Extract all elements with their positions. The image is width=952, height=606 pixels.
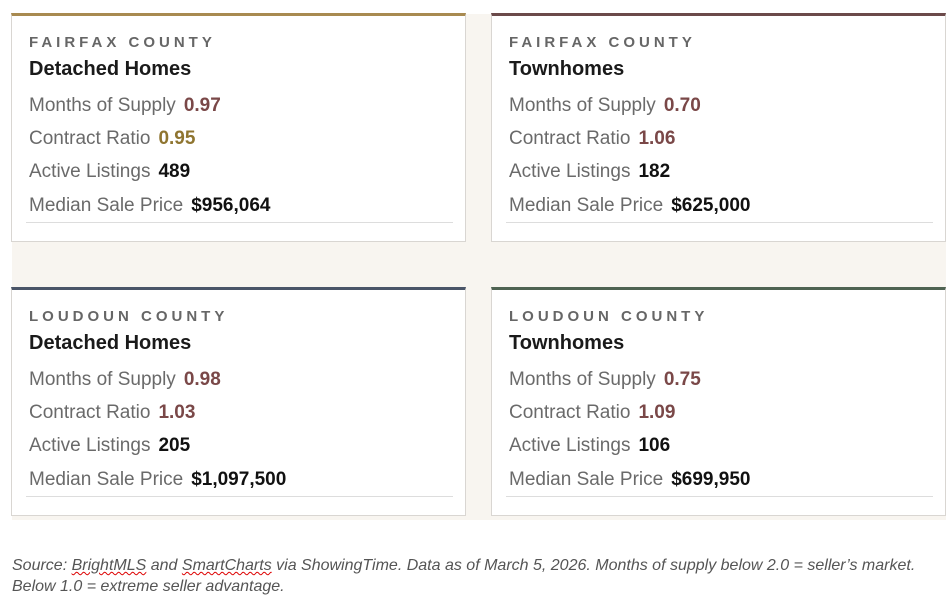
contract-ratio-label: Contract Ratio [509, 402, 631, 423]
contract-ratio-row: Contract Ratio 1.03 [29, 402, 195, 424]
months-of-supply-value: 0.75 [663, 369, 701, 390]
months-of-supply-value: 0.97 [183, 95, 221, 116]
active-listings-label: Active Listings [29, 161, 151, 182]
median-sale-price-row: Median Sale Price $699,950 [509, 469, 750, 491]
active-listings-label: Active Listings [29, 435, 151, 456]
market-card: LOUDOUN COUNTY Detached Homes Months of … [11, 287, 466, 516]
contract-ratio-value: 1.06 [638, 128, 676, 149]
source-smartcharts: SmartCharts [181, 557, 272, 574]
months-of-supply-row: Months of Supply 0.98 [29, 369, 221, 391]
contract-ratio-label: Contract Ratio [29, 128, 151, 149]
months-of-supply-label: Months of Supply [509, 95, 656, 116]
divider [506, 222, 933, 223]
county-label: LOUDOUN COUNTY [509, 308, 709, 325]
median-sale-price-value: $956,064 [191, 195, 271, 216]
active-listings-value: 205 [158, 435, 191, 456]
active-listings-label: Active Listings [509, 161, 631, 182]
median-sale-price-value: $625,000 [671, 195, 751, 216]
median-sale-price-label: Median Sale Price [509, 469, 664, 490]
contract-ratio-row: Contract Ratio 0.95 [29, 128, 195, 150]
active-listings-row: Active Listings 106 [509, 435, 670, 457]
market-card: LOUDOUN COUNTY Townhomes Months of Suppl… [491, 287, 946, 516]
median-sale-price-row: Median Sale Price $1,097,500 [29, 469, 286, 491]
median-sale-price-row: Median Sale Price $956,064 [29, 195, 270, 217]
source-note: Source: BrightMLS and SmartCharts via Sh… [12, 555, 932, 597]
median-sale-price-row: Median Sale Price $625,000 [509, 195, 750, 217]
months-of-supply-label: Months of Supply [29, 369, 176, 390]
median-sale-price-label: Median Sale Price [509, 195, 664, 216]
market-card: FAIRFAX COUNTY Townhomes Months of Suppl… [491, 13, 946, 242]
active-listings-row: Active Listings 182 [509, 161, 670, 183]
contract-ratio-label: Contract Ratio [29, 402, 151, 423]
active-listings-row: Active Listings 205 [29, 435, 190, 457]
market-card: FAIRFAX COUNTY Detached Homes Months of … [11, 13, 466, 242]
contract-ratio-label: Contract Ratio [509, 128, 631, 149]
contract-ratio-value: 1.03 [158, 402, 196, 423]
county-label: LOUDOUN COUNTY [29, 308, 229, 325]
home-type-title: Detached Homes [29, 58, 192, 80]
months-of-supply-label: Months of Supply [509, 369, 656, 390]
active-listings-value: 489 [158, 161, 191, 182]
months-of-supply-value: 0.98 [183, 369, 221, 390]
months-of-supply-row: Months of Supply 0.97 [29, 95, 221, 117]
contract-ratio-row: Contract Ratio 1.09 [509, 402, 675, 424]
months-of-supply-row: Months of Supply 0.70 [509, 95, 701, 117]
active-listings-value: 106 [638, 435, 671, 456]
median-sale-price-label: Median Sale Price [29, 195, 184, 216]
home-type-title: Townhomes [509, 58, 625, 80]
divider [26, 496, 453, 497]
contract-ratio-value: 1.09 [638, 402, 676, 423]
county-label: FAIRFAX COUNTY [509, 34, 696, 51]
contract-ratio-value: 0.95 [158, 128, 196, 149]
active-listings-value: 182 [638, 161, 671, 182]
county-label: FAIRFAX COUNTY [29, 34, 216, 51]
source-brightmls: BrightMLS [71, 557, 147, 574]
active-listings-label: Active Listings [509, 435, 631, 456]
home-type-title: Detached Homes [29, 332, 192, 354]
source-text: Source: [12, 557, 72, 574]
divider [506, 496, 933, 497]
contract-ratio-row: Contract Ratio 1.06 [509, 128, 675, 150]
source-text: via ShowingTime. Data as of March 5, 202… [12, 557, 916, 595]
months-of-supply-label: Months of Supply [29, 95, 176, 116]
median-sale-price-label: Median Sale Price [29, 469, 184, 490]
months-of-supply-value: 0.70 [663, 95, 701, 116]
months-of-supply-row: Months of Supply 0.75 [509, 369, 701, 391]
median-sale-price-value: $699,950 [671, 469, 751, 490]
home-type-title: Townhomes [509, 332, 625, 354]
divider [26, 222, 453, 223]
median-sale-price-value: $1,097,500 [191, 469, 287, 490]
active-listings-row: Active Listings 489 [29, 161, 190, 183]
source-text: and [146, 557, 182, 574]
